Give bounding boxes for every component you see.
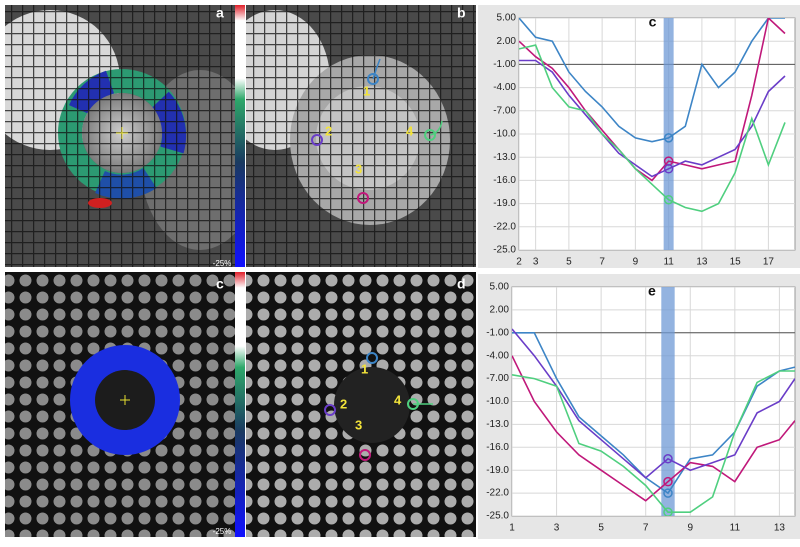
plot bbox=[512, 287, 795, 516]
image-a bbox=[5, 5, 235, 267]
x-tick-label: 5 bbox=[566, 257, 572, 268]
x-tick-label: 13 bbox=[696, 257, 708, 268]
panel-label: c bbox=[649, 14, 657, 30]
colorbar-min: -25% bbox=[213, 259, 232, 268]
series-line bbox=[512, 328, 795, 479]
plot bbox=[519, 18, 795, 250]
y-tick-label: -13.0 bbox=[486, 419, 509, 430]
x-tick-label: 15 bbox=[730, 257, 742, 268]
point-label: 2 bbox=[325, 123, 332, 138]
colorbar-min: -25% bbox=[213, 527, 232, 536]
series-line bbox=[519, 18, 786, 182]
image-b bbox=[246, 5, 476, 267]
x-tick-label: 9 bbox=[633, 257, 639, 268]
x-tick-label: 1 bbox=[509, 523, 515, 534]
y-tick-label: -10.0 bbox=[493, 129, 516, 140]
x-tick-label: 3 bbox=[533, 257, 539, 268]
point-label: 1 bbox=[361, 361, 368, 376]
x-tick-label: 3 bbox=[554, 523, 560, 534]
point-label: 3 bbox=[355, 161, 362, 176]
y-tick-label: -1.00 bbox=[493, 59, 516, 70]
series-line bbox=[519, 59, 786, 178]
point-label: 4 bbox=[394, 392, 402, 407]
y-tick-label: -19.0 bbox=[493, 198, 516, 209]
panel-label: b bbox=[457, 5, 466, 21]
x-tick-label: 7 bbox=[599, 257, 605, 268]
x-tick-label: 9 bbox=[687, 523, 693, 534]
highlight-marker bbox=[663, 194, 674, 205]
highlight-marker bbox=[663, 133, 674, 143]
series-line bbox=[512, 332, 795, 495]
point-label: 1 bbox=[363, 83, 370, 98]
y-tick-label: -7.00 bbox=[486, 373, 509, 384]
series-line bbox=[512, 355, 795, 502]
point-label: 2 bbox=[340, 396, 347, 411]
y-tick-label: -16.0 bbox=[493, 175, 516, 186]
colorbar bbox=[235, 272, 245, 537]
panel-label: e bbox=[648, 283, 656, 299]
y-tick-label: 2.00 bbox=[497, 36, 517, 47]
y-tick-label: 5.00 bbox=[490, 282, 510, 293]
y-tick-label: -19.0 bbox=[486, 465, 509, 476]
y-tick-label: -1.00 bbox=[486, 327, 509, 338]
y-tick-label: -25.0 bbox=[493, 245, 516, 256]
panel-label: c bbox=[216, 276, 224, 292]
y-tick-label: 2.00 bbox=[490, 305, 510, 316]
series-line bbox=[512, 370, 795, 513]
y-tick-label: -25.0 bbox=[486, 511, 509, 522]
highlight-marker bbox=[663, 164, 674, 174]
y-tick-label: -22.0 bbox=[486, 488, 509, 499]
highlight-marker bbox=[663, 488, 673, 498]
x-tick-label: 11 bbox=[730, 523, 741, 534]
series-line bbox=[519, 18, 785, 143]
series-line bbox=[519, 44, 786, 213]
x-tick-label: 7 bbox=[643, 523, 649, 534]
panel-label: a bbox=[216, 5, 224, 21]
y-tick-label: -7.00 bbox=[493, 105, 516, 116]
colorbar bbox=[235, 5, 245, 267]
y-tick-label: -13.0 bbox=[493, 152, 516, 163]
highlight-marker bbox=[663, 454, 673, 464]
x-tick-label: 2 bbox=[516, 257, 522, 268]
y-tick-label: -4.00 bbox=[486, 350, 509, 361]
x-tick-label: 17 bbox=[763, 257, 775, 268]
x-tick-label: 5 bbox=[598, 523, 604, 534]
x-tick-label: 13 bbox=[774, 523, 786, 534]
y-tick-label: -22.0 bbox=[493, 221, 516, 232]
point-label: 4 bbox=[406, 123, 414, 138]
y-tick-label: 5.00 bbox=[497, 13, 517, 24]
y-tick-label: -10.0 bbox=[486, 396, 509, 407]
point-label: 3 bbox=[355, 417, 362, 432]
highlight-marker bbox=[663, 507, 673, 516]
image-c bbox=[5, 272, 235, 537]
y-tick-label: -4.00 bbox=[493, 82, 516, 93]
panel-label: d bbox=[457, 276, 466, 292]
highlight-marker bbox=[663, 476, 673, 487]
image-d bbox=[246, 272, 476, 537]
x-tick-label: 11 bbox=[663, 257, 674, 268]
y-tick-label: -16.0 bbox=[486, 442, 509, 453]
